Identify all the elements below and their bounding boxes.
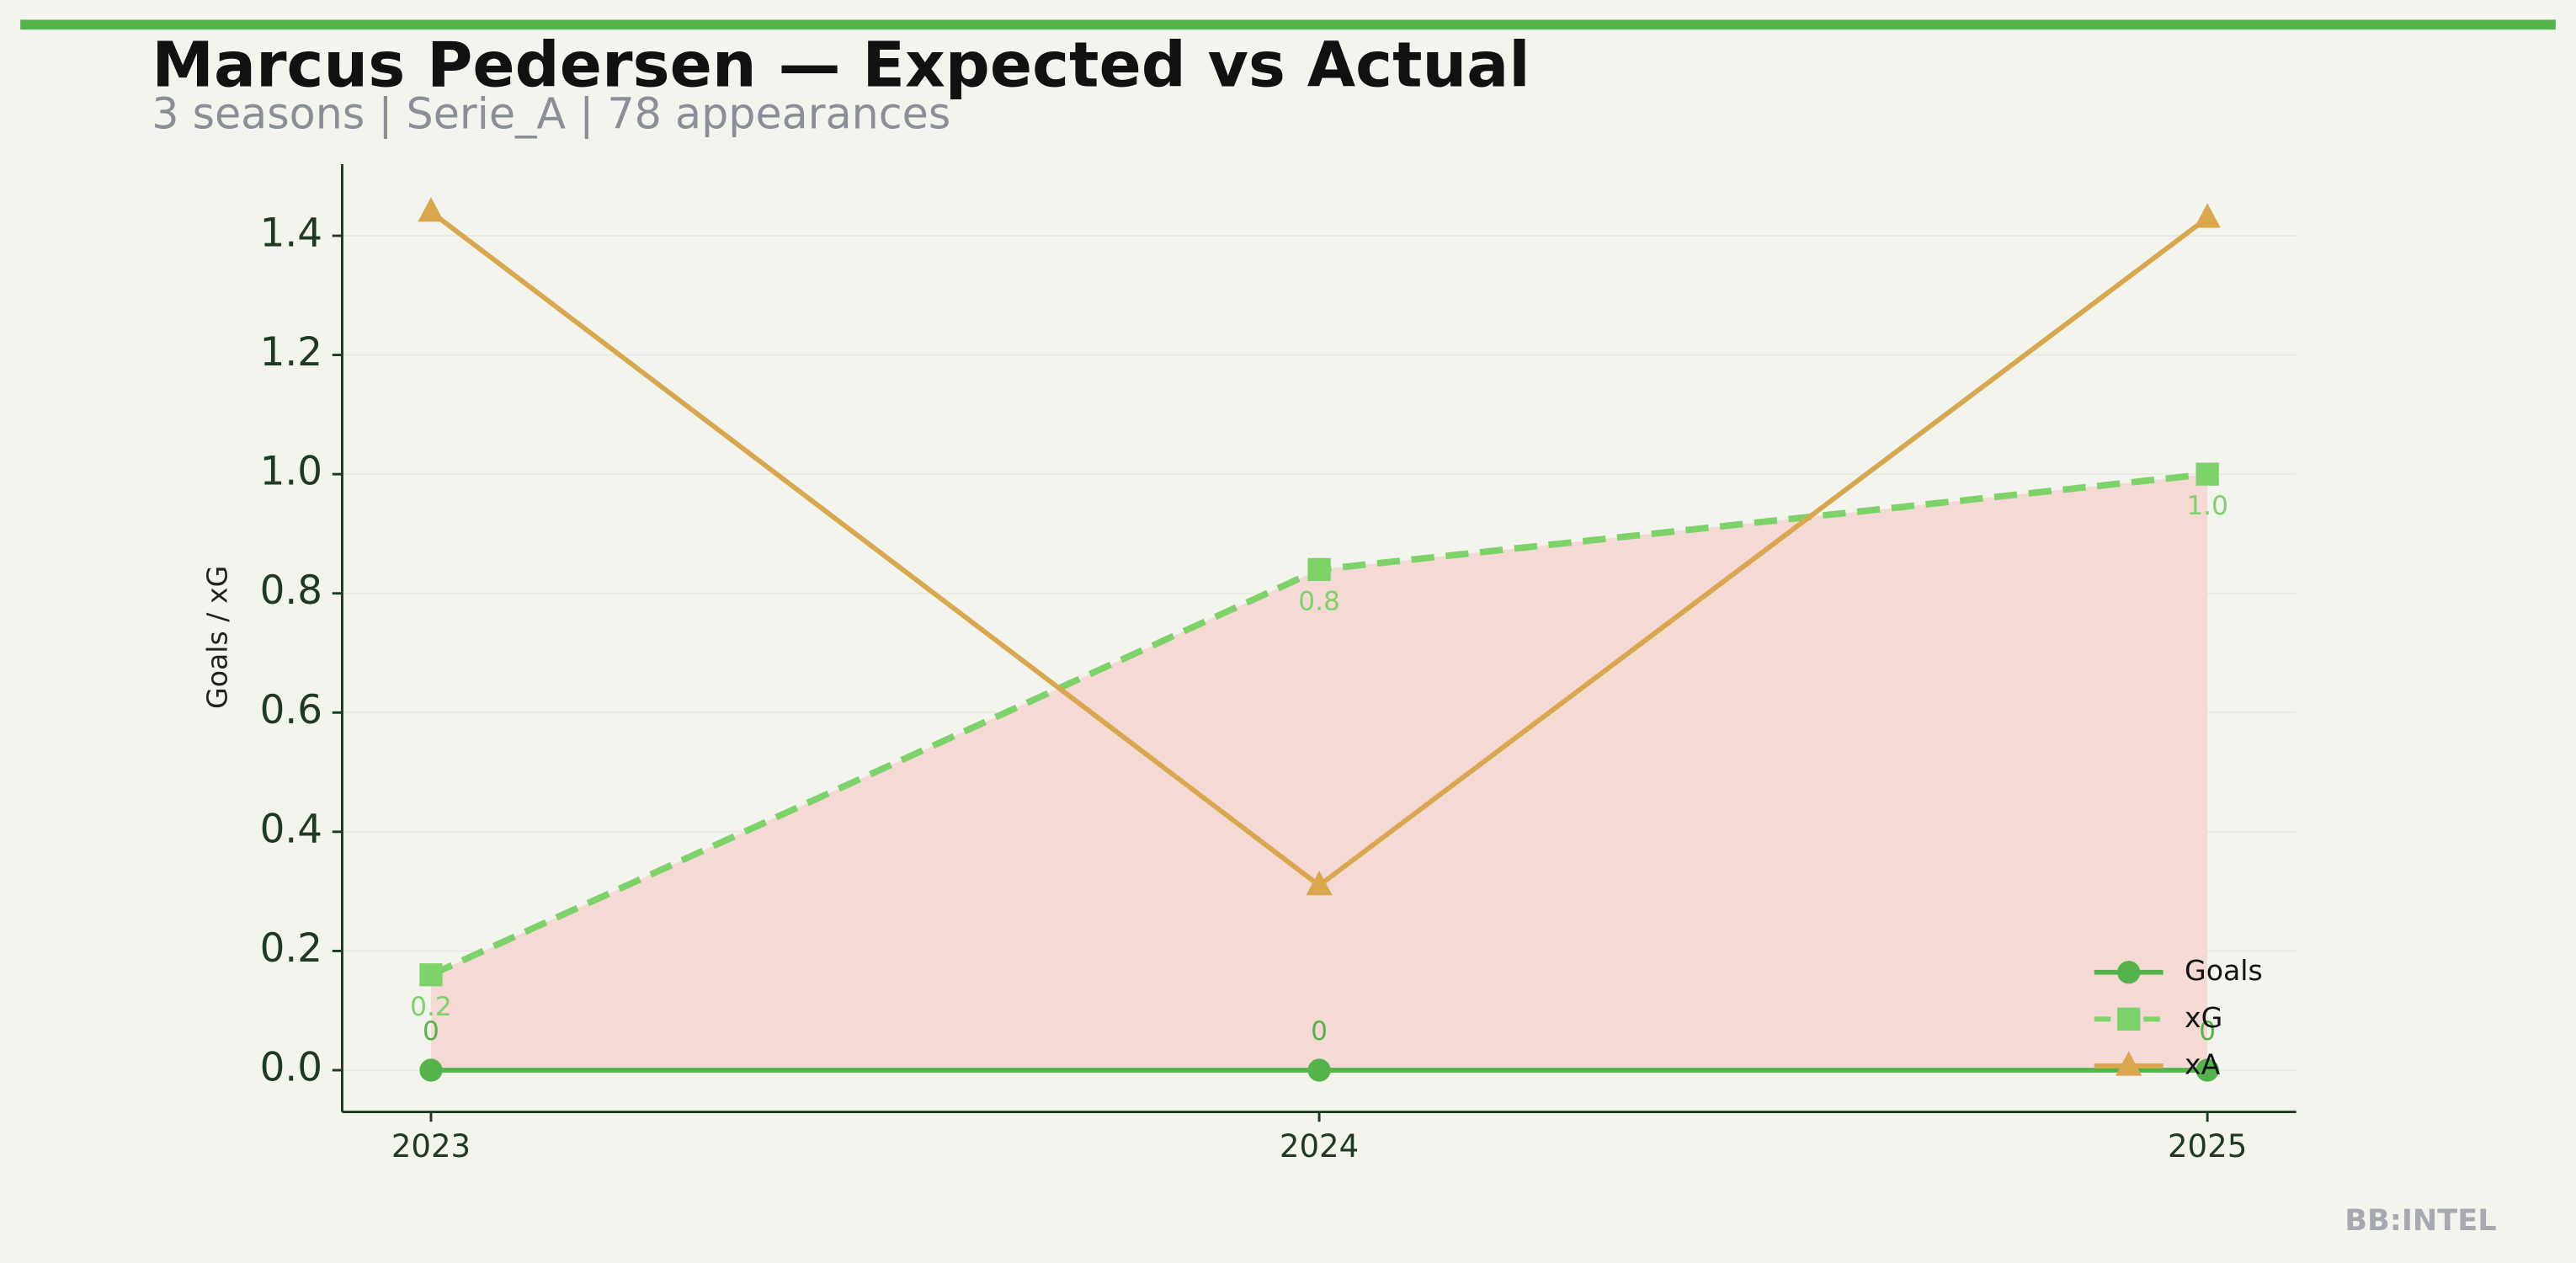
legend-marker (2117, 1007, 2141, 1031)
data-label: 0 (1311, 1016, 1328, 1047)
chart-subtitle: 3 seasons | Serie_A | 78 appearances (152, 88, 950, 139)
marker (1307, 557, 1331, 582)
y-axis-label: Goals / xG (201, 566, 234, 709)
marker (419, 963, 443, 987)
marker (419, 1058, 443, 1082)
y-tick-label: 0.0 (260, 1045, 322, 1090)
data-label: 0.8 (1298, 586, 1340, 616)
y-tick-label: 0.4 (260, 807, 322, 852)
y-tick-label: 0.8 (260, 568, 322, 614)
legend-label: Goals (2185, 954, 2263, 987)
marker (1307, 1058, 1331, 1082)
data-label: 0 (2199, 1016, 2216, 1047)
chart-title: Marcus Pedersen — Expected vs Actual (152, 29, 1530, 101)
top-bar (20, 19, 2556, 30)
data-label: 1.0 (2186, 491, 2228, 521)
x-tick-label: 2023 (391, 1128, 471, 1164)
legend-marker (2116, 1051, 2142, 1076)
legend-label: xA (2185, 1047, 2221, 1080)
marker (2195, 1058, 2219, 1082)
y-tick-label: 0.6 (260, 688, 322, 733)
fill-area (430, 474, 2208, 1070)
x-tick-label: 2025 (2168, 1128, 2247, 1164)
legend-label: xG (2185, 1001, 2222, 1034)
legend-marker (2117, 961, 2141, 984)
marker (2194, 203, 2221, 228)
y-tick-label: 1.4 (260, 211, 322, 257)
marker (1306, 871, 1333, 896)
marker (418, 197, 444, 222)
y-tick-label: 1.2 (260, 330, 322, 376)
y-tick-label: 1.0 (260, 450, 322, 495)
data-label: 0.2 (410, 992, 452, 1022)
y-tick-label: 0.2 (260, 926, 322, 972)
watermark: BB:INTEL (2344, 1203, 2496, 1238)
data-label: 0 (423, 1016, 439, 1047)
marker (2195, 462, 2219, 486)
x-tick-label: 2024 (1280, 1128, 1359, 1164)
